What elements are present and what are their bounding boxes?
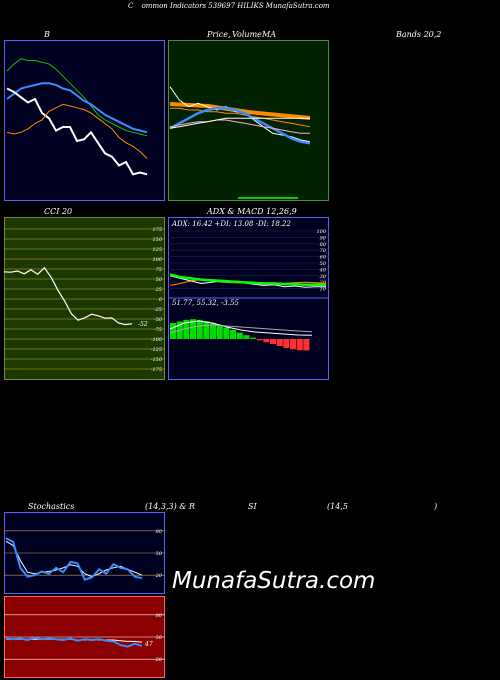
bb-series-line: [6, 82, 148, 134]
cci-panel: 175 150 125 100 75 50 25 0 -25 -50 -75 -100 -125 -150…: [4, 217, 165, 380]
cci-tick-label: -175: [151, 367, 162, 373]
macd-bar: [263, 339, 270, 343]
ma-series-line: [170, 107, 311, 128]
macd-bar: [216, 324, 223, 339]
cci-tick-label: 100: [152, 257, 162, 263]
rsi-panel: 80 50 20 47: [4, 596, 165, 678]
macd-bar: [276, 339, 283, 346]
cci-tick-label: 75: [156, 267, 162, 273]
macd-bar: [250, 337, 257, 339]
macd-bar: [230, 330, 237, 339]
stoch-tick-label: 50: [156, 551, 163, 557]
ma-series-line: [169, 107, 311, 145]
macd-line: [169, 324, 313, 334]
rsi-tick-label: 20: [155, 657, 163, 663]
rsi-tick-label: 80: [156, 613, 163, 619]
macd-bar: [270, 339, 277, 345]
stoch-k-line: [5, 537, 143, 581]
volume-label: Volume: [232, 30, 262, 39]
watermark: MunafaSutra.com: [172, 568, 376, 594]
adx-macd-panel: ADX: 16.42 +DI: 13.08 -DI: 18.22 51.77, …: [168, 217, 329, 380]
page-title-rest: ommon Indicators 539697 HILIKS MunafaSut…: [141, 2, 330, 10]
adx-tick-label: 60: [320, 255, 327, 261]
adx-tick-label: 30: [320, 274, 327, 280]
adx-readout: ADX: 16.42 +DI: 13.08 -DI: 18.22: [171, 220, 292, 228]
page-title: C ommon Indicators 539697 HILIKS MunafaS…: [128, 2, 330, 10]
macd-bar: [296, 339, 303, 351]
macd-bar: [196, 319, 203, 339]
stochastics-panel: 80 50 20: [4, 512, 165, 594]
bb-series-line: [6, 103, 148, 159]
bands-label: Bands 20,2: [396, 30, 442, 39]
macd-bar: [303, 339, 310, 351]
cci-tick-label: -25: [154, 307, 162, 313]
cci-last-label: -52: [138, 321, 148, 328]
ma-series-line: [169, 117, 310, 129]
bb-series-line: [6, 87, 148, 176]
macd-bar: [210, 323, 217, 339]
stoch-tick-label: 80: [156, 529, 163, 535]
cci-tick-label: 25: [155, 287, 162, 293]
cci-tick-label: 125: [152, 247, 162, 253]
adx-tick-label: 40: [319, 267, 327, 273]
macd-bar: [283, 339, 290, 348]
ma-panel: [168, 40, 329, 201]
cci-tick-label: -150: [151, 357, 163, 363]
stoch-label: Stochastics: [28, 502, 75, 511]
macd-bar: [183, 319, 190, 339]
bollinger-panel: [4, 40, 165, 201]
cci-tick-label: 150: [152, 237, 162, 243]
cci-tick-label: -50: [154, 317, 163, 323]
macd-bar: [223, 327, 230, 339]
macd-bar: [170, 323, 177, 339]
cci-tick-label: -125: [151, 347, 162, 353]
rsi-close-paren: ): [434, 502, 438, 511]
cci-label: CCI 20: [44, 207, 73, 216]
macd-bar: [290, 339, 297, 350]
cci-tick-label: 175: [152, 227, 162, 233]
ma-series-line: [169, 119, 310, 134]
rsi-params: (14,5: [327, 502, 348, 511]
cci-tick-label: -75: [154, 327, 162, 333]
ma-label: MA: [262, 30, 276, 39]
bb-series-line: [6, 58, 148, 137]
adx-tick-label: 90: [320, 235, 327, 241]
adx-tick-label: 100: [316, 229, 326, 235]
adx-tick-label: 50: [320, 261, 327, 267]
price-label: Price,: [207, 30, 231, 39]
adx-tick-label: 70: [320, 248, 327, 254]
adx-macd-label: ADX & MACD 12,26,9: [207, 207, 297, 216]
rsi-label: SI: [248, 502, 257, 511]
cci-line: [4, 266, 133, 326]
bb-label: B: [44, 30, 50, 39]
macd-bar: [190, 319, 197, 339]
cci-tick-label: 50: [156, 277, 163, 283]
stoch-params: (14,3,3) & R: [145, 502, 195, 511]
macd-bar: [256, 339, 263, 341]
adx-line: [169, 273, 326, 287]
page-title-first: C: [128, 2, 134, 10]
macd-line: [169, 320, 313, 336]
macd-bar: [236, 332, 243, 339]
stoch-tick-label: 20: [155, 573, 163, 579]
adx-tick-label: 80: [320, 242, 327, 248]
adx-tick-label: 10: [320, 287, 327, 293]
rsi-line: [5, 636, 143, 648]
rsi-tick-label: 50: [156, 635, 163, 641]
macd-bar: [203, 321, 210, 339]
macd-bar: [243, 335, 250, 339]
rsi-last-label: 47: [144, 641, 153, 648]
cci-tick-label: 0: [159, 297, 163, 303]
cci-tick-label: -100: [151, 337, 163, 343]
macd-readout: 51.77, 55.32, -3.55: [172, 299, 239, 307]
